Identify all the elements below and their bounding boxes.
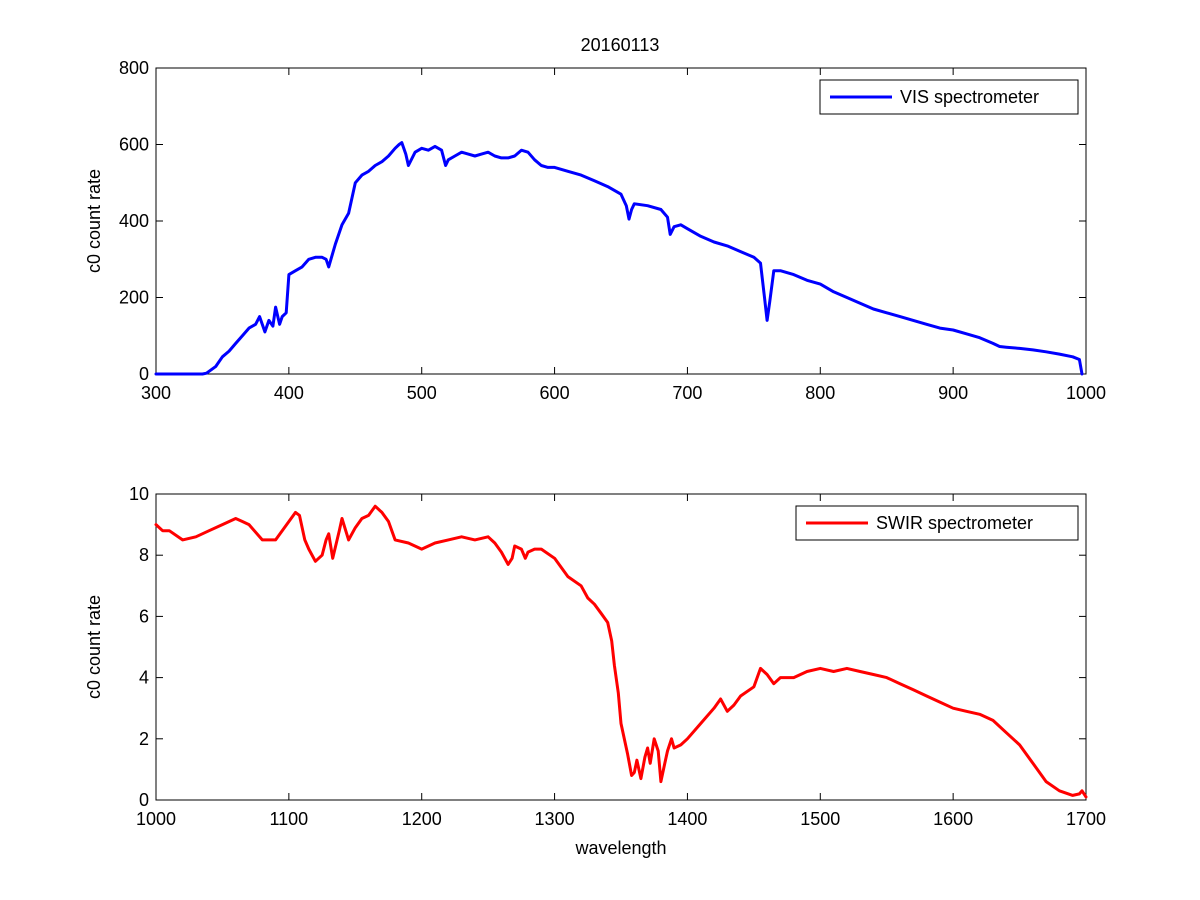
vis-y-axis-label: c0 count rate xyxy=(84,169,104,273)
vis-y-tick-label: 200 xyxy=(119,288,149,308)
swir-x-tick-label: 1200 xyxy=(402,809,442,829)
vis-x-tick-label: 900 xyxy=(938,383,968,403)
vis-x-tick-label: 300 xyxy=(141,383,171,403)
vis-y-tick-label: 800 xyxy=(119,58,149,78)
swir-y-tick-label: 2 xyxy=(139,729,149,749)
swir-legend-label: SWIR spectrometer xyxy=(876,513,1033,533)
vis-axes-box xyxy=(155,67,1087,375)
swir-y-tick-label: 10 xyxy=(129,484,149,504)
vis-y-tick-label: 400 xyxy=(119,211,149,231)
vis-x-tick-label: 400 xyxy=(274,383,304,403)
vis-y-tick-label: 600 xyxy=(119,135,149,155)
vis-x-tick-label: 700 xyxy=(672,383,702,403)
vis-x-tick-label: 500 xyxy=(407,383,437,403)
swir-x-axis-label: wavelength xyxy=(574,838,666,858)
vis-series-line xyxy=(154,141,1084,376)
swir-chart-panel: 1000 1100 1200 1300 1400 1500 1600 1700 0 2 4 6 8 10 c… xyxy=(84,484,1106,858)
vis-y-tick-label: 0 xyxy=(139,364,149,384)
swir-y-axis-label: c0 count rate xyxy=(84,595,104,699)
swir-y-tick-label: 8 xyxy=(139,545,149,565)
vis-legend-label: VIS spectrometer xyxy=(900,87,1039,107)
swir-x-tick-label: 1100 xyxy=(269,809,308,829)
vis-x-tick-label: 600 xyxy=(540,383,570,403)
vis-chart-panel: 300 400 500 600 700 800 900 1000 0 200 400 600 800 c0… xyxy=(84,58,1106,403)
chart-title: 20160113 xyxy=(581,35,660,55)
swir-y-tick-label: 0 xyxy=(139,790,149,810)
vis-x-tick-label: 1000 xyxy=(1066,383,1106,403)
swir-x-tick-label: 1000 xyxy=(136,809,176,829)
swir-x-tick-label: 1300 xyxy=(535,809,575,829)
swir-series-line xyxy=(154,504,1088,799)
swir-y-tick-label: 4 xyxy=(139,668,149,688)
vis-x-tick-label: 800 xyxy=(805,383,835,403)
swir-x-tick-label: 1700 xyxy=(1066,809,1106,829)
swir-x-tick-label: 1500 xyxy=(800,809,840,829)
swir-x-tick-label: 1600 xyxy=(933,809,973,829)
swir-y-tick-label: 6 xyxy=(139,606,149,626)
swir-axes-box xyxy=(155,493,1087,801)
swir-x-tick-label: 1400 xyxy=(667,809,707,829)
